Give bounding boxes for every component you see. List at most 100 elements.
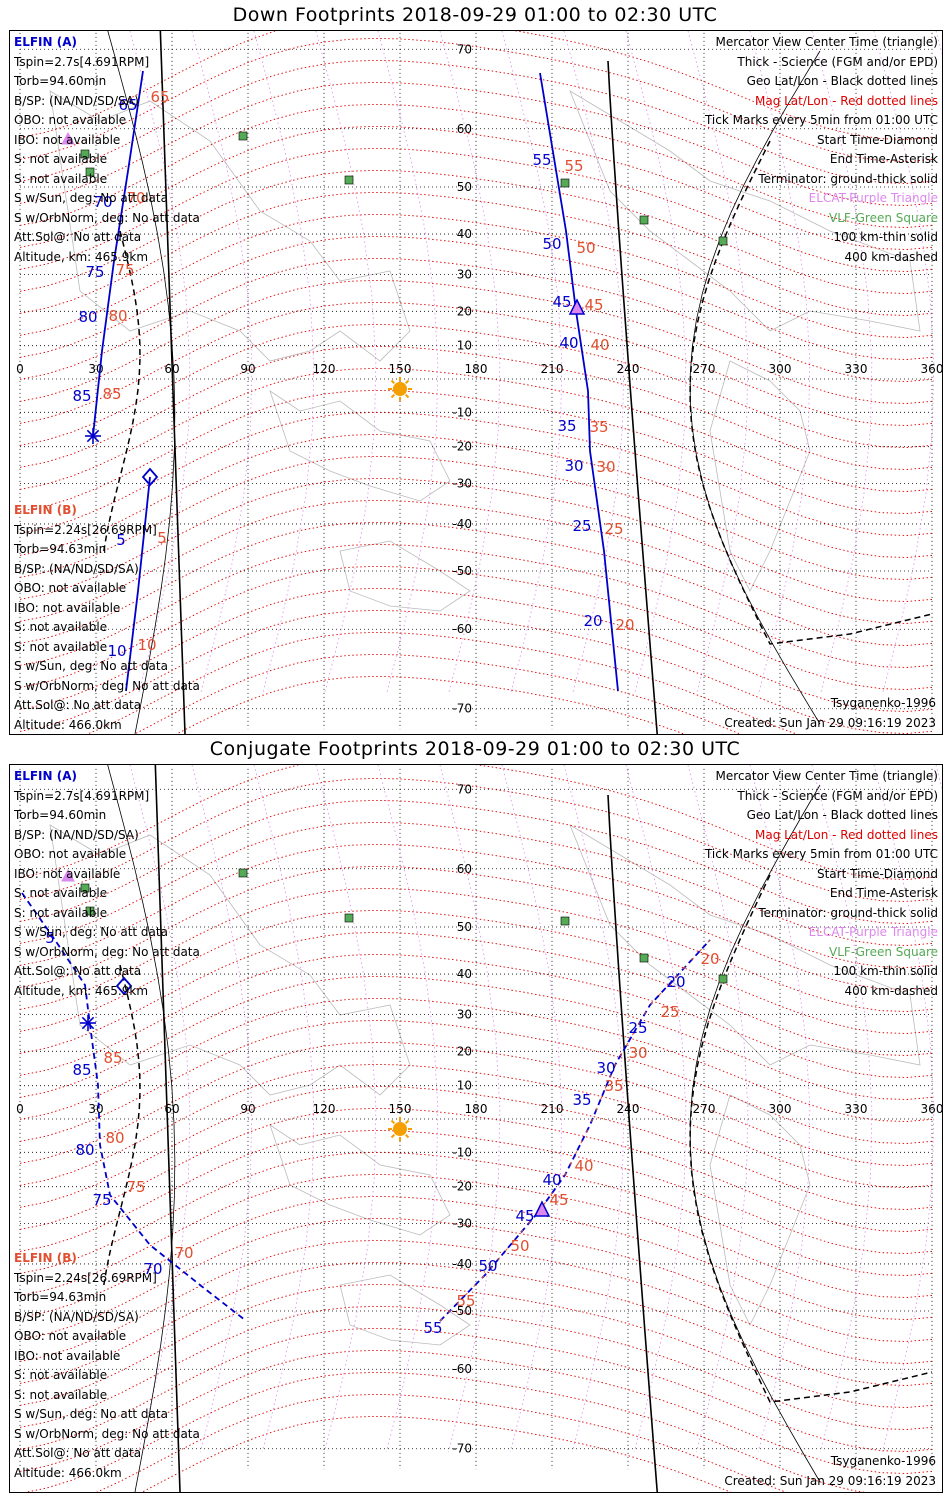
mag-lat-curve xyxy=(19,1085,933,1210)
mag-lat-curve xyxy=(19,499,933,624)
legend-item: Thick - Science (FGM and/or EPD) xyxy=(737,788,938,803)
track-time-label: 65 xyxy=(118,96,137,114)
info-line: Tspin=2.7s[4.691RPM] xyxy=(14,788,150,803)
panel-title-conjugate: Conjugate Footprints 2018-09-29 01:00 to… xyxy=(209,738,741,760)
mag-lat-curve xyxy=(19,1327,933,1452)
track-time-label: 50 xyxy=(542,235,561,253)
mag-lat-curve xyxy=(19,1151,933,1276)
lat-tick-label: -40 xyxy=(452,517,472,531)
mag-lat-curve xyxy=(19,1283,933,1408)
lat-tick-label: -40 xyxy=(452,1257,472,1271)
mag-lat-curve xyxy=(19,609,933,734)
vlf-station xyxy=(85,906,95,916)
lon-tick-label: 330 xyxy=(845,1102,868,1116)
model-label: Tsyganenko-1996 xyxy=(830,696,936,710)
legend: Mercator View Center Time (triangle) Thi… xyxy=(705,33,938,267)
lat-tick-label: -50 xyxy=(452,1304,472,1318)
lat-tick-label: -70 xyxy=(452,1442,472,1456)
mag-lon-curve xyxy=(873,31,935,695)
satellite-track xyxy=(92,70,144,437)
mag-lat-curve xyxy=(19,765,933,880)
info-line: IBO: not available xyxy=(14,600,121,615)
boundary-100km xyxy=(107,765,176,1492)
terminator-line xyxy=(159,31,186,734)
track-mag-label: 45 xyxy=(584,296,603,314)
info-line: S: not available xyxy=(14,905,108,920)
mag-lon-curve xyxy=(191,31,253,695)
lat-tick-label: -70 xyxy=(452,702,472,716)
info-line: Att.Sol@: No att data xyxy=(14,1446,142,1460)
lon-tick-label: 90 xyxy=(240,1102,255,1116)
mag-lat-curve xyxy=(175,675,686,734)
satellite-track xyxy=(539,72,619,692)
sun-ray xyxy=(404,379,410,385)
lat-tick-label: 30 xyxy=(457,1008,472,1022)
info-line: B/SP: (NA/ND/SD/SA) xyxy=(14,827,139,842)
mag-lon-curve xyxy=(563,765,625,1453)
vlf-station xyxy=(639,953,649,963)
legend-item: Start Time-Diamond xyxy=(816,866,938,881)
lon-tick-label: 180 xyxy=(465,1102,488,1116)
elfin-a-label: ELFIN (A) xyxy=(14,35,77,49)
mag-lat-curve xyxy=(19,865,933,990)
track-time-label: 20 xyxy=(583,612,602,630)
mag-lat-curve xyxy=(19,257,933,382)
lon-tick-label: 270 xyxy=(693,1102,716,1116)
model-label: Tsyganenko-1996 xyxy=(830,1454,936,1468)
mag-lat-curve xyxy=(19,777,933,902)
lat-tick-label: 60 xyxy=(457,122,472,136)
mag-lat-curve xyxy=(19,1305,933,1430)
track-time-label: 30 xyxy=(596,1059,615,1077)
mag-lon-curve xyxy=(315,765,377,1453)
lon-tick-label: 120 xyxy=(313,1102,336,1116)
elcat-triangle xyxy=(61,868,75,882)
mag-lat-curve xyxy=(19,81,933,206)
info-line: S w/OrbNorm, deg: No att data xyxy=(14,210,200,225)
track-mag-label: 20 xyxy=(700,950,719,968)
lat-tick-label: 20 xyxy=(457,304,472,318)
mag-lat-curve xyxy=(19,103,933,228)
info-line: Att.Sol@: No att data xyxy=(14,698,142,712)
legend-item: End Time-Asterisk xyxy=(829,152,938,166)
info-line: OBO: not available xyxy=(14,847,127,861)
track-mag-label: 75 xyxy=(126,1178,145,1196)
track-time-label: 30 xyxy=(564,457,583,475)
sun-icon xyxy=(393,382,407,396)
track-time-label: 80 xyxy=(75,1141,94,1159)
elcat-triangle xyxy=(61,131,75,145)
mag-lat-curve xyxy=(19,367,933,492)
info-line: Altitude, km: 465.9km xyxy=(14,983,149,998)
mag-lat-curve xyxy=(19,235,933,360)
lat-tick-label: -30 xyxy=(452,476,472,490)
mag-lon-curve xyxy=(749,31,811,695)
track-mag-label: 25 xyxy=(604,520,623,538)
info-line: S: not available xyxy=(14,152,108,166)
lat-tick-label: -50 xyxy=(452,564,472,578)
vlf-station xyxy=(718,236,728,246)
mag-lat-curve xyxy=(19,389,933,514)
info-line: OBO: not available xyxy=(14,581,127,595)
vlf-station xyxy=(560,178,570,188)
lat-tick-label: 50 xyxy=(457,180,472,194)
coastline xyxy=(269,1124,451,1236)
mag-lat-curve xyxy=(19,1349,933,1474)
vlf-station xyxy=(344,913,354,923)
lon-tick-label: 240 xyxy=(617,362,640,376)
mag-lon-curve xyxy=(501,765,563,1453)
info-line: S w/Sun, deg: No att data xyxy=(14,1407,168,1421)
track-time-label: 10 xyxy=(107,642,126,660)
mag-lon-curve xyxy=(749,765,811,1453)
info-line: IBO: not available xyxy=(14,1348,121,1363)
lat-tick-label: 60 xyxy=(457,862,472,876)
track-time-label: 25 xyxy=(628,1019,647,1037)
info-line: Tspin=2.7s[4.691RPM] xyxy=(14,54,150,69)
track-mag-label: 35 xyxy=(589,418,608,436)
mag-lat-curve xyxy=(19,1063,933,1188)
track-time-label: 50 xyxy=(478,1257,497,1275)
lon-tick-label: 60 xyxy=(164,1102,179,1116)
mag-lat-curve xyxy=(19,997,933,1122)
track-time-label: 40 xyxy=(542,1171,561,1189)
lat-tick-label: 50 xyxy=(457,920,472,934)
legend-item: VLF-Green Square xyxy=(829,210,938,225)
mag-lat-curve xyxy=(19,37,933,162)
